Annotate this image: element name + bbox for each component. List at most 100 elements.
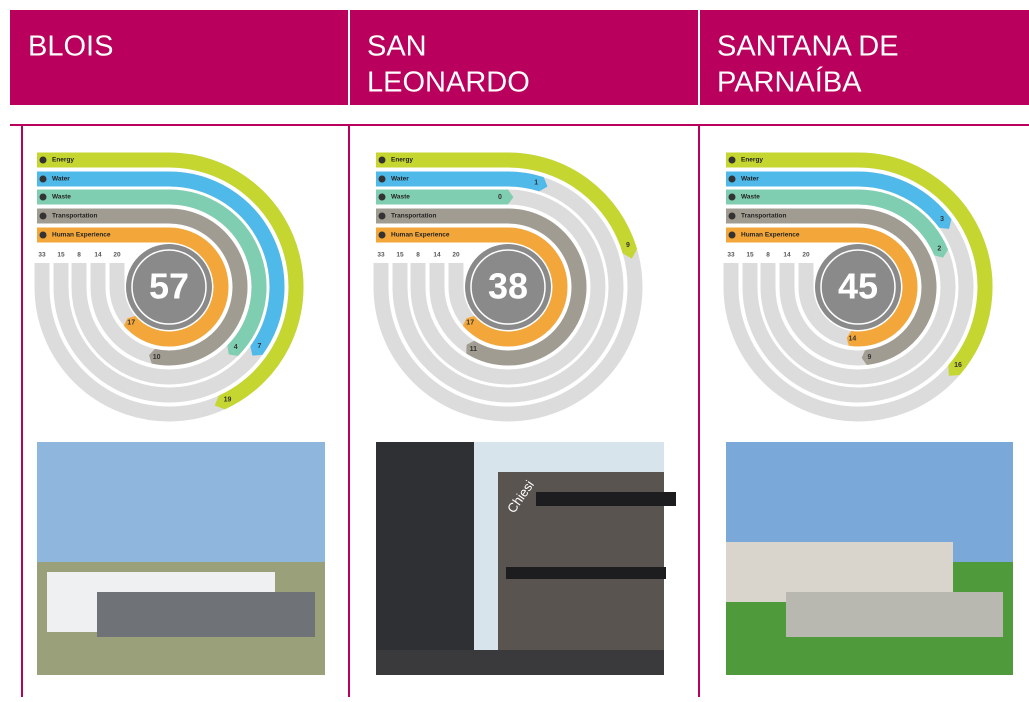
category-label: Water xyxy=(741,176,759,183)
max-label: 33 xyxy=(377,252,385,259)
photo-lot xyxy=(786,592,1003,637)
category-icon xyxy=(39,156,47,164)
arc-tip xyxy=(861,350,867,366)
max-label: 14 xyxy=(94,252,102,259)
category-bar xyxy=(726,171,858,187)
arc-tip xyxy=(149,348,155,364)
value-label: 1 xyxy=(534,180,538,187)
arc-tip xyxy=(227,345,238,356)
category-bar xyxy=(376,152,508,168)
value-label: 10 xyxy=(153,354,161,361)
header-divider xyxy=(698,10,700,105)
category-icon xyxy=(728,212,736,220)
value-label: 4 xyxy=(234,344,238,351)
value-label: 11 xyxy=(470,346,478,353)
arc-tip xyxy=(466,340,475,354)
category-icon xyxy=(378,193,386,201)
category-label: Waste xyxy=(391,194,410,201)
score-value: 38 xyxy=(488,266,528,307)
max-label: 15 xyxy=(57,252,65,259)
category-label: Waste xyxy=(741,194,760,201)
score-arc xyxy=(857,208,937,366)
category-label: Water xyxy=(391,176,409,183)
value-label: 3 xyxy=(940,216,944,223)
category-label: Energy xyxy=(52,157,74,164)
score-track xyxy=(392,171,624,403)
category-bar xyxy=(726,189,858,205)
score-arc xyxy=(168,171,285,355)
category-icon xyxy=(728,175,736,183)
max-label: 8 xyxy=(766,252,770,259)
value-label: 7 xyxy=(257,343,261,350)
column-title: SANTANA DE xyxy=(717,31,899,63)
category-label: Energy xyxy=(741,157,763,164)
arc-tip xyxy=(462,315,475,326)
score-ring xyxy=(820,249,896,325)
category-bar xyxy=(37,227,169,243)
photo-ground xyxy=(376,650,664,675)
value-label: 16 xyxy=(954,362,962,369)
score-arc xyxy=(168,152,304,410)
header-divider xyxy=(348,10,350,105)
max-label: 20 xyxy=(452,252,460,259)
arc-tip xyxy=(214,395,225,410)
category-bar xyxy=(37,171,169,187)
score-arc xyxy=(123,227,229,347)
value-label: 17 xyxy=(127,320,135,327)
category-label: Human Experience xyxy=(391,232,450,239)
score-arc xyxy=(848,227,918,347)
score-arc xyxy=(466,208,587,366)
category-label: Water xyxy=(52,176,70,183)
category-icon xyxy=(39,175,47,183)
frame-line xyxy=(348,124,350,697)
arc-tip xyxy=(934,249,949,258)
score-arc xyxy=(857,171,952,229)
category-icon xyxy=(378,212,386,220)
max-label: 20 xyxy=(113,252,121,259)
score-circle xyxy=(126,244,212,330)
category-icon xyxy=(728,156,736,164)
category-icon xyxy=(39,212,47,220)
category-bar xyxy=(376,171,508,187)
arc-tip xyxy=(123,315,136,326)
photo-window xyxy=(506,567,666,579)
max-label: 14 xyxy=(783,252,791,259)
max-label: 8 xyxy=(416,252,420,259)
score-arc xyxy=(507,152,638,254)
category-icon xyxy=(39,231,47,239)
category-icon xyxy=(378,156,386,164)
category-icon xyxy=(39,193,47,201)
max-label: 8 xyxy=(77,252,81,259)
photo-tower xyxy=(376,442,474,675)
score-circle xyxy=(465,244,551,330)
max-label: 15 xyxy=(396,252,404,259)
category-icon xyxy=(378,231,386,239)
arc-tip xyxy=(948,365,960,376)
category-label: Waste xyxy=(52,194,71,201)
column-title: PARNAÍBA xyxy=(717,66,862,99)
column-title: BLOIS xyxy=(28,31,113,63)
frame-line xyxy=(698,124,700,697)
arc-tip xyxy=(508,189,514,205)
category-bar xyxy=(37,208,169,224)
frame-line xyxy=(10,124,1029,126)
category-icon xyxy=(728,193,736,201)
score-value: 45 xyxy=(838,266,878,307)
category-bar xyxy=(726,152,858,168)
max-label: 33 xyxy=(727,252,735,259)
category-bar xyxy=(376,189,508,205)
value-label: 2 xyxy=(937,245,941,252)
frame-line xyxy=(21,124,23,697)
arc-tip xyxy=(250,346,263,356)
category-bar xyxy=(726,208,858,224)
category-bar xyxy=(726,227,858,243)
score-circle xyxy=(815,244,901,330)
value-label: 9 xyxy=(626,242,630,249)
score-ring xyxy=(131,249,207,325)
category-label: Transportation xyxy=(52,213,98,220)
score-arc xyxy=(168,189,267,356)
score-arc xyxy=(151,208,248,366)
value-label: 0 xyxy=(498,194,502,201)
score-value: 57 xyxy=(149,266,189,307)
header-band xyxy=(10,10,1029,105)
